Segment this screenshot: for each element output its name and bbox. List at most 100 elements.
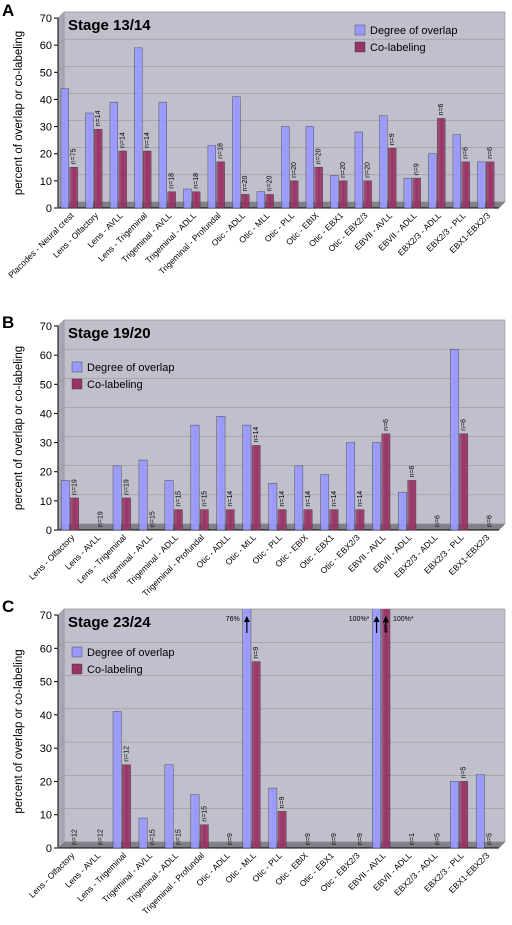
bar (173, 509, 183, 531)
bar (428, 153, 437, 209)
bar (329, 509, 339, 531)
n-label: n=14 (279, 491, 286, 507)
bar (216, 416, 226, 531)
n-label: n=5 (461, 766, 468, 778)
bar (241, 194, 250, 209)
n-label: n=20 (267, 176, 274, 192)
legend-label: Degree of overlap (87, 362, 174, 374)
bar (461, 161, 470, 209)
y-axis-label: percent of overlap or co-labeling (13, 346, 25, 510)
bar (381, 609, 391, 849)
y-tick-label: 30 (40, 438, 52, 450)
bar (94, 129, 103, 209)
bar (459, 781, 469, 849)
bar (183, 188, 192, 209)
y-tick-label: 40 (40, 408, 52, 420)
bar (167, 191, 176, 209)
y-tick-label: 60 (40, 350, 52, 362)
n-label: n=15 (201, 491, 208, 507)
grid-line (57, 65, 505, 73)
y-tick-label: 0 (46, 843, 52, 855)
grid-line (57, 319, 505, 327)
y-tick-label: 50 (40, 67, 52, 79)
n-label: n=9 (389, 133, 396, 145)
n-label: n=12 (123, 746, 130, 762)
bar (242, 424, 252, 531)
y-tick-label: 0 (46, 203, 52, 215)
value-label: 100%* (393, 616, 414, 623)
y-tick-label: 20 (40, 149, 52, 161)
bar (305, 126, 314, 209)
n-label: n=20 (316, 148, 323, 164)
grid-line (57, 377, 505, 385)
bar (277, 509, 287, 531)
y-tick-label: 10 (40, 496, 52, 508)
grid-line (57, 348, 505, 356)
n-label: n=12 (98, 829, 105, 845)
value-label: 100%* (349, 616, 370, 623)
n-label: n=14 (331, 491, 338, 507)
grid-line (57, 407, 505, 414)
value-label: 76% (226, 616, 240, 623)
grid-line (57, 675, 505, 682)
legend-swatch (71, 361, 83, 373)
grid-line (57, 608, 505, 616)
bar (268, 787, 278, 849)
plot-side (57, 608, 65, 849)
n-label: n=6 (487, 515, 494, 527)
n-label: n=20 (291, 162, 298, 178)
n-label: n=6 (435, 515, 442, 527)
grid-line (57, 641, 505, 649)
y-tick-label: 30 (40, 743, 52, 755)
bar (251, 661, 261, 849)
y-tick-label: 20 (40, 776, 52, 788)
y-tick-label: 40 (40, 710, 52, 722)
bar (412, 177, 421, 209)
y-tick-label: 60 (40, 40, 52, 52)
n-label: n=18 (169, 173, 176, 189)
bar (281, 126, 290, 209)
bar (109, 101, 118, 209)
grid-line (57, 465, 505, 472)
bar (475, 774, 485, 849)
bar (379, 115, 388, 209)
n-label: n=15 (175, 491, 182, 507)
bars (60, 47, 495, 209)
chart-title: Stage 19/20 (68, 325, 151, 342)
chart-title: Stage 23/24 (68, 614, 151, 631)
n-label: n=19 (98, 511, 105, 527)
overflow-arrow-head (382, 616, 389, 622)
y-axis-label: percent of overlap or co-labeling (13, 31, 25, 195)
legend-label: Degree of overlap (370, 25, 457, 37)
bar (164, 764, 174, 849)
n-label: n=15 (201, 806, 208, 822)
bar (450, 781, 459, 849)
y-axis-label: percent of overlap or co-labeling (13, 649, 25, 813)
n-label: n=9 (357, 833, 364, 845)
n-label: n=14 (227, 491, 234, 507)
y-tick-label: 10 (40, 176, 52, 188)
n-label: n=14 (305, 491, 312, 507)
bar (407, 480, 417, 531)
legend-label: Co-labeling (87, 664, 143, 676)
bar (60, 480, 70, 531)
y-tick-label: 10 (40, 810, 52, 822)
bar (277, 811, 287, 849)
grid-line (57, 808, 505, 815)
n-label: n=6 (487, 147, 494, 159)
bar (190, 424, 200, 531)
n-label: n=14 (253, 427, 260, 443)
n-label: n=19 (72, 479, 79, 495)
bar (112, 711, 122, 849)
bar (216, 161, 225, 209)
n-label: n=5 (435, 833, 442, 845)
n-label: n=9 (331, 833, 338, 845)
bars (60, 349, 469, 531)
n-label: n=6 (461, 419, 468, 431)
y-tick-label: 50 (40, 379, 52, 391)
legend-swatch (71, 663, 83, 675)
bar (314, 167, 323, 209)
bar (265, 194, 274, 209)
n-label: n=9 (414, 163, 421, 175)
legend-swatch (354, 41, 366, 53)
